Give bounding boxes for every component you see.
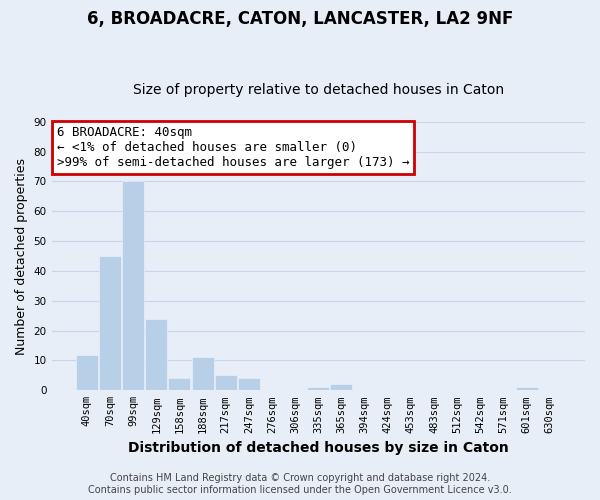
Bar: [99, 256, 121, 390]
Y-axis label: Number of detached properties: Number of detached properties: [15, 158, 28, 354]
Text: 6, BROADACRE, CATON, LANCASTER, LA2 9NF: 6, BROADACRE, CATON, LANCASTER, LA2 9NF: [87, 10, 513, 28]
Bar: [76, 354, 98, 390]
Bar: [169, 378, 190, 390]
X-axis label: Distribution of detached houses by size in Caton: Distribution of detached houses by size …: [128, 441, 509, 455]
Bar: [191, 358, 214, 390]
Title: Size of property relative to detached houses in Caton: Size of property relative to detached ho…: [133, 83, 504, 97]
Text: Contains HM Land Registry data © Crown copyright and database right 2024.
Contai: Contains HM Land Registry data © Crown c…: [88, 474, 512, 495]
Bar: [122, 182, 144, 390]
Bar: [515, 388, 538, 390]
Bar: [238, 378, 260, 390]
Bar: [215, 376, 236, 390]
Bar: [331, 384, 352, 390]
Text: 6 BROADACRE: 40sqm
← <1% of detached houses are smaller (0)
>99% of semi-detache: 6 BROADACRE: 40sqm ← <1% of detached hou…: [57, 126, 409, 169]
Bar: [145, 318, 167, 390]
Bar: [307, 388, 329, 390]
